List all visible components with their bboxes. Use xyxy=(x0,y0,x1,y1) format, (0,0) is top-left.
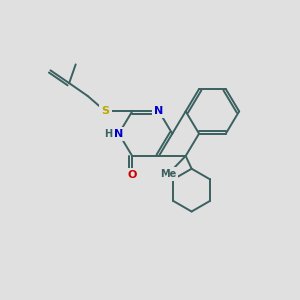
Text: H: H xyxy=(104,129,112,139)
Text: N: N xyxy=(114,129,123,139)
Text: Me: Me xyxy=(160,169,176,179)
Text: S: S xyxy=(101,106,110,116)
Text: O: O xyxy=(128,170,137,180)
Text: N: N xyxy=(154,106,164,116)
